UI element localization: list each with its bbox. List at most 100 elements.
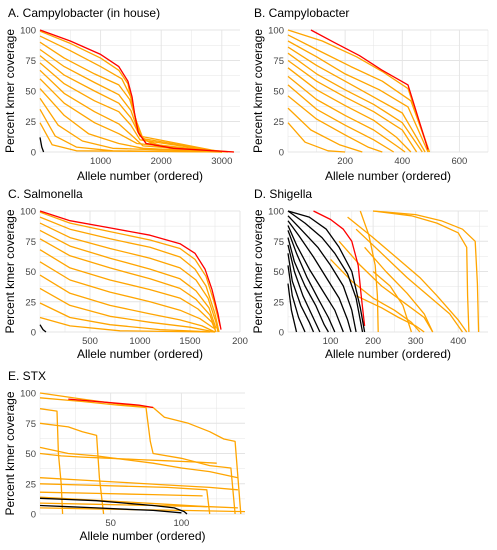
y-tick-label: 100	[20, 207, 36, 218]
panel-c: 0 25 50 75 100 500 1000 1500 200 C. Salmonella All…	[3, 187, 248, 361]
y-tick-label: 0	[279, 148, 284, 159]
y-tick-label: 50	[25, 87, 36, 98]
y-tick-label: 75	[25, 419, 36, 430]
y-tick-label: 50	[25, 267, 36, 278]
y-axis-label: Percent kmer coverage	[3, 391, 17, 515]
series-line-12	[373, 210, 480, 333]
panel-title: B. Campylobacter	[254, 6, 349, 20]
series-line-11	[287, 107, 363, 153]
panel-b: 0 25 50 75 100 200 400 600 B. Campylobacter Allel…	[251, 6, 489, 183]
series-line-15	[355, 228, 464, 333]
x-axis-label: Allele number (ordered)	[77, 169, 203, 183]
y-tick-label: 25	[273, 297, 284, 308]
x-tick-label: 500	[82, 336, 98, 347]
x-tick-label: 1000	[129, 336, 150, 347]
x-tick-label: 400	[394, 156, 410, 167]
series-line-0	[39, 29, 234, 153]
series-line-1	[39, 211, 221, 327]
x-axis-label: Allele number (ordered)	[325, 347, 451, 361]
y-tick-label: 100	[20, 389, 36, 400]
series-line-8	[287, 75, 406, 153]
y-tick-label: 0	[31, 510, 36, 521]
x-tick-label: 100	[173, 518, 189, 529]
y-axis-label: Percent kmer coverage	[3, 29, 17, 153]
series-line-19	[355, 295, 425, 333]
x-tick-label: 50	[105, 518, 116, 529]
series-line-5	[287, 52, 423, 153]
y-tick-label: 25	[25, 479, 36, 490]
panel-title: E. STX	[8, 369, 46, 383]
series-line-12	[39, 122, 222, 153]
series-line-8	[39, 274, 216, 333]
y-tick-label: 100	[268, 207, 284, 218]
series-line-10	[39, 302, 216, 333]
series-line-12	[39, 324, 47, 333]
y-tick-label: 50	[25, 449, 36, 460]
x-tick-label: 200	[337, 156, 353, 167]
x-tick-label: 3000	[211, 156, 232, 167]
series-line-4	[39, 422, 105, 515]
series-line-8	[287, 210, 366, 333]
y-tick-label: 75	[25, 56, 36, 67]
y-tick-label: 0	[31, 148, 36, 159]
series-line-3	[39, 222, 219, 333]
x-tick-label: 2000	[151, 156, 172, 167]
series-line-11	[39, 316, 211, 333]
series-line-7	[287, 67, 412, 153]
series-line-14	[347, 216, 468, 333]
series-line-9	[39, 88, 222, 153]
series-line-6	[39, 249, 217, 333]
series-line-13	[39, 137, 45, 153]
series-line-10	[287, 95, 383, 153]
y-tick-label: 50	[273, 267, 284, 278]
y-tick-label: 75	[273, 237, 284, 248]
series-line-7	[39, 477, 238, 491]
y-tick-label: 0	[279, 328, 284, 339]
x-tick-label: 300	[408, 336, 424, 347]
series-line-9	[39, 491, 203, 497]
series-line-7	[287, 253, 315, 333]
y-tick-label: 25	[25, 297, 36, 308]
x-tick-label: 100	[323, 336, 339, 347]
series-line-21	[372, 271, 413, 333]
series-line-5	[39, 238, 217, 333]
series-line-10	[287, 283, 298, 333]
y-tick-label: 75	[25, 237, 36, 248]
series-line-0	[287, 210, 364, 333]
series-line-13	[373, 210, 470, 333]
y-tick-label: 25	[273, 117, 284, 128]
series-line-18	[364, 246, 434, 333]
series-line-2	[39, 216, 220, 333]
series-line-4	[287, 230, 336, 333]
series-line-0	[39, 210, 222, 330]
panel-title: D. Shigella	[254, 187, 312, 201]
series-line-1	[287, 29, 431, 153]
series-line-7	[39, 69, 222, 153]
series-line-5	[287, 237, 329, 333]
x-tick-label: 1000	[90, 156, 111, 167]
series-line-0	[68, 398, 154, 409]
series-line-6	[287, 244, 321, 333]
series-line-20	[359, 210, 379, 333]
series-line-6	[287, 59, 418, 153]
series-line-10	[39, 97, 222, 153]
y-tick-label: 100	[268, 26, 284, 37]
series-line-4	[287, 46, 426, 153]
series-line-3	[39, 408, 64, 515]
series-line-2	[287, 34, 431, 153]
series-line-9	[287, 265, 306, 333]
series-line-6	[39, 452, 217, 464]
series-line-5	[39, 446, 239, 479]
panel-e: 0 25 50 75 100 50 100 E. STX Allele number (orde…	[3, 369, 246, 543]
series-line-3	[287, 40, 429, 153]
x-tick-label: 1500	[179, 336, 200, 347]
y-tick-label: 100	[20, 26, 36, 37]
series-line-1	[287, 215, 357, 333]
y-tick-label: 0	[31, 328, 36, 339]
series-line-10	[39, 496, 207, 508]
series-line-4	[39, 229, 217, 329]
panel-d: 0 25 50 75 100 100 200 300 400 D. Shigella Allele …	[251, 187, 488, 361]
panel-title: C. Salmonella	[8, 187, 83, 201]
series-line-0	[310, 29, 429, 150]
